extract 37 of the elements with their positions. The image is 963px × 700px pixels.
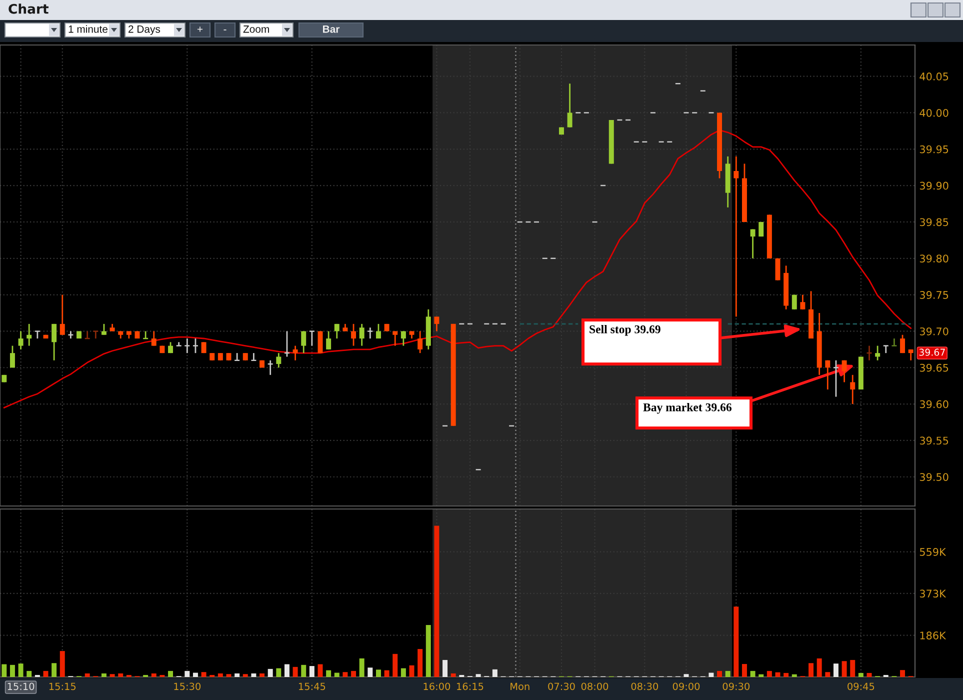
- y-tick-label: 39.50: [920, 473, 948, 481]
- y-tick-label: 373K: [920, 590, 946, 598]
- x-tick-label: 08:00: [581, 682, 608, 690]
- chart-title: Chart: [8, 4, 48, 14]
- text: Zoom: [243, 26, 269, 33]
- y-tick-label: 39.95: [920, 145, 948, 154]
- x-tick-label: 16:15: [457, 682, 484, 690]
- y-tick-label: 40.00: [920, 108, 948, 117]
- annotation: Sell stop 39.69: [590, 325, 660, 336]
- y-tick-label: 39.80: [920, 254, 948, 262]
- y-tick-label: 39.55: [920, 436, 948, 445]
- x-tick-label: 08:30: [631, 682, 658, 690]
- x-tick-label: Mon: [510, 682, 530, 690]
- x-tick-label: 16:00: [424, 682, 450, 690]
- y-tick-label: 186K: [920, 632, 946, 640]
- text: 2 Days: [128, 25, 160, 35]
- x-tick-label: 09:00: [672, 682, 700, 690]
- text: 1 minute: [68, 25, 108, 33]
- text: Bar: [323, 26, 340, 33]
- x-tick-label: 15:30: [174, 682, 201, 690]
- y-tick-label: 39.85: [920, 218, 948, 226]
- x-tick-label: 15:10: [8, 682, 34, 690]
- annotation: 39.67: [919, 348, 945, 356]
- x-tick-label: 09:45: [848, 682, 874, 690]
- y-tick-label: 40.05: [920, 72, 948, 80]
- y-tick-label: 39.75: [920, 291, 948, 299]
- x-tick-label: 07:30: [548, 682, 575, 690]
- y-tick-label: 559K: [920, 548, 946, 556]
- y-tick-label: 39.65: [920, 364, 948, 372]
- x-tick-label: 09:30: [722, 682, 750, 690]
- x-tick-label: 15:45: [298, 682, 326, 690]
- y-tick-label: 39.60: [920, 400, 948, 408]
- text: +: [197, 26, 203, 32]
- y-tick-label: 39.70: [920, 327, 948, 336]
- x-tick-label: 15:15: [49, 682, 76, 690]
- y-tick-label: 39.90: [920, 182, 948, 190]
- annotation: Bay market 39.66: [643, 403, 732, 414]
